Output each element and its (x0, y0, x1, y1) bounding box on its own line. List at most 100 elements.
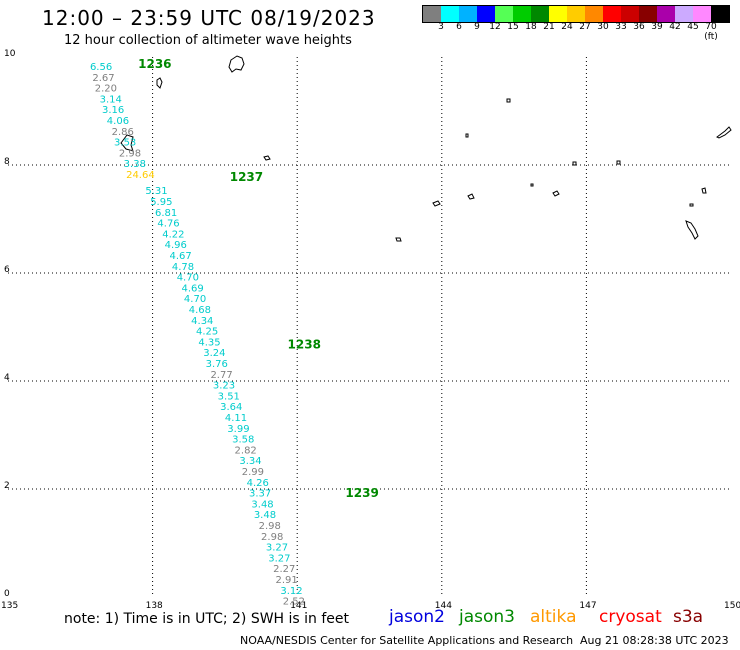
wave-height-value: 3.64 (220, 402, 242, 413)
wave-height-value: 2.99 (242, 467, 264, 478)
color-legend-label: 45 (687, 22, 699, 32)
island-outline (120, 134, 134, 152)
wave-height-value: 5.95 (150, 197, 172, 208)
color-swatch (513, 6, 531, 22)
island-outline (432, 200, 441, 207)
wave-height-value: 3.23 (213, 381, 235, 392)
island-outline (506, 98, 511, 103)
color-swatch (423, 6, 441, 22)
wave-height-value: 3.12 (280, 586, 302, 597)
wave-height-value: 3.99 (227, 424, 249, 435)
map-subtitle: 12 hour collection of altimeter wave hei… (64, 33, 352, 48)
wave-height-value: 4.11 (225, 413, 247, 424)
wave-height-value: 3.53 (114, 138, 136, 149)
color-legend-label: 42 (669, 22, 681, 32)
island-outline (156, 77, 163, 89)
wave-height-value: 3.76 (206, 359, 228, 370)
wave-height-value: 2.67 (92, 73, 114, 84)
wave-height-value: 4.96 (165, 240, 187, 251)
color-legend-label: 9 (474, 22, 480, 32)
color-swatch (711, 6, 729, 22)
map-title: 12:00 – 23:59 UTC 08/19/2023 (42, 6, 376, 30)
island-outline (552, 190, 560, 197)
color-swatch (693, 6, 711, 22)
wave-height-value: 3.27 (266, 543, 288, 554)
wave-height-value: 3.37 (249, 489, 271, 500)
color-swatch (585, 6, 603, 22)
island-outline (465, 133, 469, 138)
pass-time-label: 1236 (138, 57, 171, 71)
y-tick-label: 2 (4, 481, 10, 491)
island-outline (467, 193, 475, 200)
color-legend-label: 21 (543, 22, 555, 32)
color-swatch (639, 6, 657, 22)
wave-height-value: 2.52 (283, 597, 305, 608)
satellite-legend-altika: altika (530, 607, 577, 627)
wave-height-value: 4.70 (184, 294, 206, 305)
wave-height-value: 3.27 (268, 553, 290, 564)
wave-height-value: 4.70 (177, 273, 199, 284)
x-tick-label: 138 (145, 601, 163, 611)
y-tick-label: 4 (4, 373, 10, 383)
wave-height-value: 3.24 (203, 348, 225, 359)
color-legend-label: 30 (597, 22, 609, 32)
note-text: note: 1) Time is in UTC; 2) SWH is in fe… (64, 611, 350, 627)
island-outline (530, 183, 534, 187)
color-swatch (675, 6, 693, 22)
wave-height-value: 4.76 (157, 219, 179, 230)
wave-height-value: 4.22 (162, 229, 184, 240)
color-legend-label: 33 (615, 22, 627, 32)
color-swatch (549, 6, 567, 22)
wave-height-value: 4.25 (196, 327, 218, 338)
footer-credit: NOAA/NESDIS Center for Satellite Applica… (240, 634, 574, 647)
wave-height-value: 3.48 (254, 510, 276, 521)
wave-height-value: 4.26 (247, 478, 269, 489)
x-tick-label: 147 (579, 601, 597, 611)
color-legend-label: 39 (651, 22, 663, 32)
y-tick-label: 10 (4, 49, 16, 59)
island-outline (689, 203, 694, 207)
color-legend-label: 36 (633, 22, 645, 32)
satellite-legend-jason2: jason2 (389, 607, 445, 627)
pass-time-label: 1239 (345, 486, 378, 500)
wave-height-value: 5.31 (145, 186, 167, 197)
pass-time-label: 1238 (288, 338, 321, 352)
color-swatch (531, 6, 549, 22)
island-outline (616, 160, 621, 165)
footer-timestamp: Aug 21 08:28:38 UTC 2023 (580, 634, 729, 647)
wave-height-value: 2.86 (112, 127, 134, 138)
wave-height-value: 2.98 (119, 148, 141, 159)
y-tick-label: 6 (4, 265, 10, 275)
color-legend-label: 15 (507, 22, 519, 32)
wave-height-value: 3.16 (102, 105, 124, 116)
wave-height-value: 3.38 (124, 159, 146, 170)
color-swatch (477, 6, 495, 22)
color-legend-label: 18 (525, 22, 537, 32)
wave-height-value: 4.34 (191, 316, 213, 327)
color-legend-label: 12 (489, 22, 501, 32)
satellite-legend-cryosat: cryosat (599, 607, 662, 627)
wave-height-value: 4.78 (172, 262, 194, 273)
island-outline (685, 220, 699, 240)
wave-height-value: 2.82 (235, 445, 257, 456)
wave-height-value: 2.91 (276, 575, 298, 586)
wave-height-value: 3.14 (100, 94, 122, 105)
color-legend (422, 5, 730, 23)
wave-height-points: 6.562.672.203.143.164.062.863.532.983.38… (90, 62, 305, 608)
wave-height-value: 6.56 (90, 62, 112, 73)
wave-height-value: 3.58 (232, 435, 254, 446)
island-outline (263, 155, 271, 161)
wave-height-value: 4.67 (169, 251, 191, 262)
color-swatch (621, 6, 639, 22)
color-legend-label: 24 (561, 22, 573, 32)
y-tick-label: 0 (4, 589, 10, 599)
island-outline (716, 126, 732, 139)
x-tick-label: 135 (1, 601, 19, 611)
wave-height-value: 2.98 (261, 532, 283, 543)
wave-height-value: 3.48 (251, 499, 273, 510)
wave-height-value: 6.81 (155, 208, 177, 219)
island-outline (395, 237, 402, 242)
wave-height-value: 3.51 (218, 391, 240, 402)
wave-height-value: 2.98 (259, 521, 281, 532)
